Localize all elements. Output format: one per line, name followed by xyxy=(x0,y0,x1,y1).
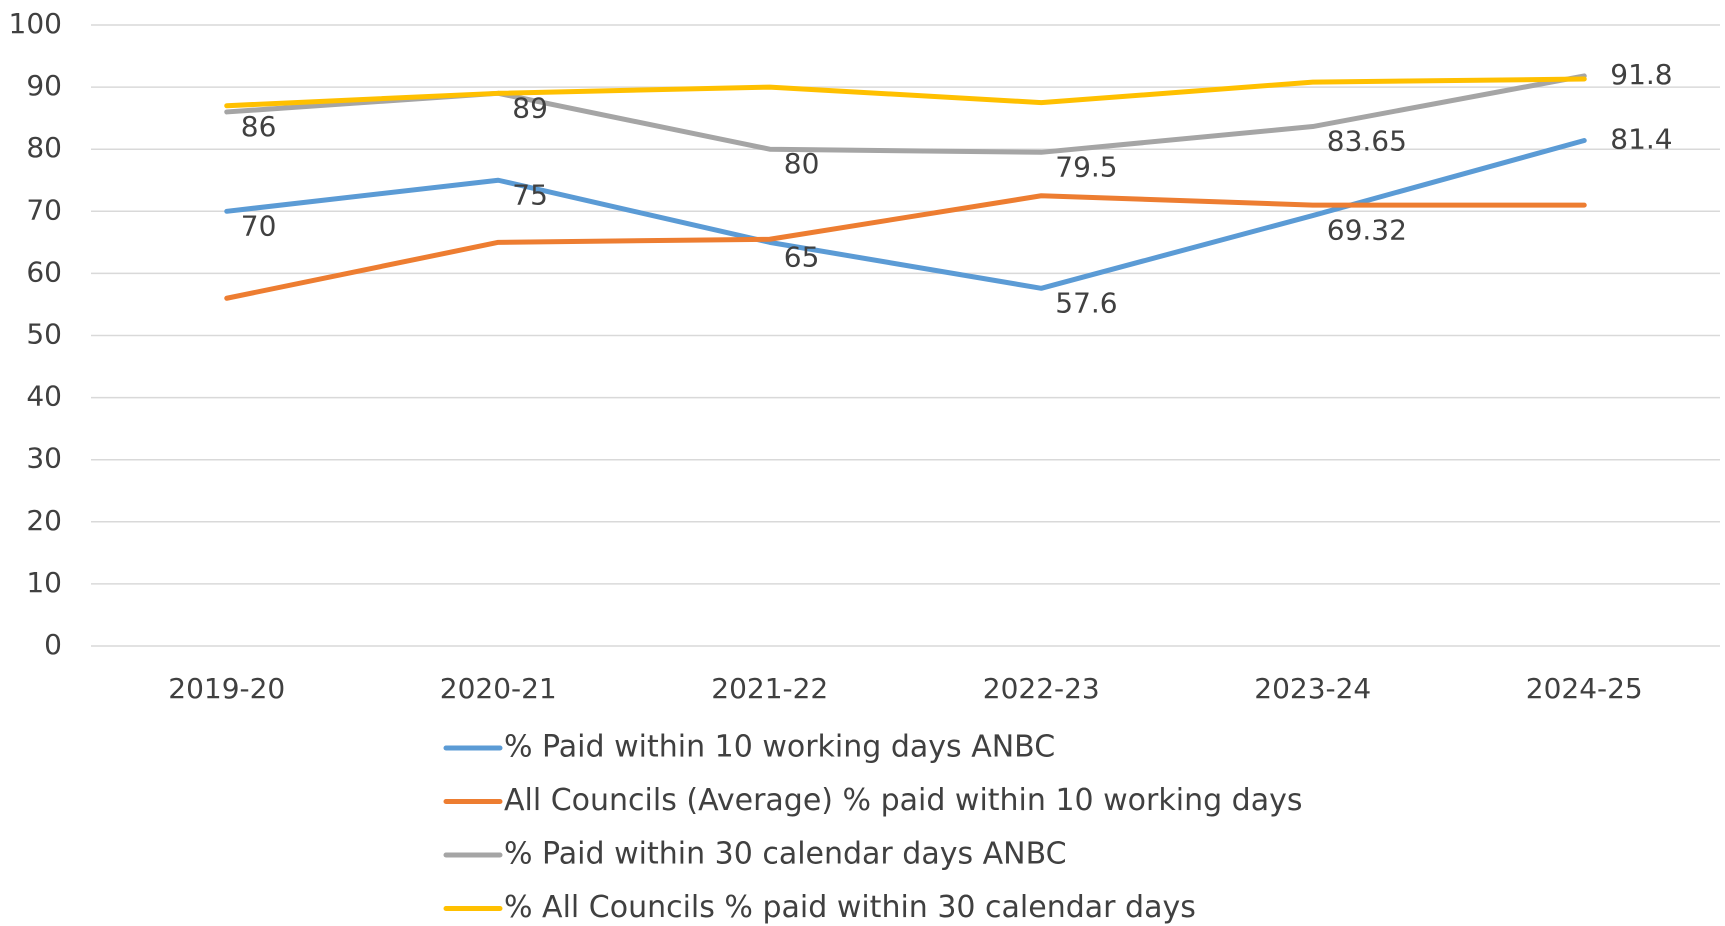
y-tick-label: 20 xyxy=(26,504,62,537)
x-tick-label: 2021-22 xyxy=(711,672,828,705)
y-tick-label: 0 xyxy=(44,628,62,661)
x-tick-label: 2019-20 xyxy=(168,672,285,705)
legend-text: % All Councils % paid within 30 calendar… xyxy=(504,890,1196,925)
data-label: 83.65 xyxy=(1327,125,1407,158)
data-label: 65 xyxy=(784,240,820,273)
data-label: 75 xyxy=(512,178,548,211)
data-label: 91.8 xyxy=(1610,58,1672,91)
x-tick-label: 2020-21 xyxy=(440,672,557,705)
data-label: 70 xyxy=(241,209,277,242)
data-label: 86 xyxy=(241,110,277,143)
series-line xyxy=(224,193,1587,301)
y-tick-label: 30 xyxy=(26,442,62,475)
y-tick-label: 90 xyxy=(26,69,62,102)
y-tick-label: 70 xyxy=(26,193,62,226)
y-tick-label: 60 xyxy=(26,255,62,288)
y-tick-label: 100 xyxy=(9,7,62,40)
y-tick-label: 50 xyxy=(26,318,62,351)
legend-text: % Paid within 10 working days ANBC xyxy=(504,730,1055,765)
data-label: 89 xyxy=(512,91,548,124)
x-tick-label: 2024-25 xyxy=(1526,672,1643,705)
y-tick-label: 40 xyxy=(26,380,62,413)
data-label: 80 xyxy=(784,147,820,180)
data-label: 79.5 xyxy=(1055,150,1117,183)
legend-text: All Councils (Average) % paid within 10 … xyxy=(504,783,1303,818)
x-tick-label: 2023-24 xyxy=(1254,672,1371,705)
y-tick-label: 10 xyxy=(26,566,62,599)
series-line xyxy=(224,76,1587,109)
legend-text: % Paid within 30 calendar days ANBC xyxy=(504,837,1067,872)
data-label: 81.4 xyxy=(1610,123,1672,156)
data-label: 57.6 xyxy=(1055,286,1117,319)
x-tick-label: 2022-23 xyxy=(983,672,1100,705)
data-label: 69.32 xyxy=(1327,214,1407,247)
y-tick-label: 80 xyxy=(26,131,62,164)
